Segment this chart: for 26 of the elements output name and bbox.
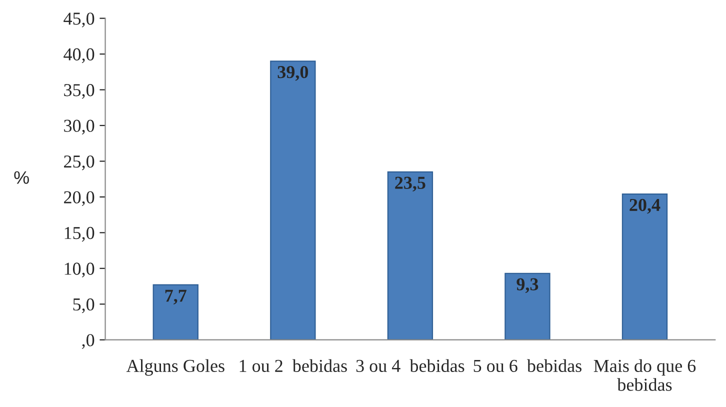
x-tick-label: Mais do que 6 bebidas xyxy=(594,359,696,391)
y-tick-label: ,0 xyxy=(82,334,94,349)
x-tick-label: 5 ou 6 bebidas xyxy=(474,359,582,372)
data-label: 20,4 xyxy=(630,198,660,214)
y-tick-label: 15,0 xyxy=(64,226,94,242)
bar xyxy=(270,60,316,340)
y-tick-label: 30,0 xyxy=(64,120,94,135)
x-tick-label: 3 ou 4 bebidas xyxy=(356,359,464,372)
y-tick-label: 35,0 xyxy=(64,84,94,99)
data-label: 39,0 xyxy=(278,66,308,81)
y-tick-label: 10,0 xyxy=(64,262,94,278)
bar xyxy=(387,171,434,340)
data-label: 9,3 xyxy=(516,278,538,294)
bar xyxy=(504,272,550,340)
y-tick-label: 20,0 xyxy=(64,191,94,206)
y-tick-label: 5,0 xyxy=(73,298,94,314)
bar xyxy=(152,284,198,340)
data-label: 7,7 xyxy=(165,290,186,304)
data-label: 23,5 xyxy=(395,176,426,192)
y-axis-title: % xyxy=(14,171,29,184)
x-tick-label: 1 ou 2 bebidas xyxy=(240,359,347,372)
y-tick-label: 25,0 xyxy=(64,155,94,170)
y-tick-label: 40,0 xyxy=(64,48,94,64)
y-tick-label: 45,0 xyxy=(64,12,94,28)
x-tick-label: Alguns Goles xyxy=(126,359,224,376)
bar xyxy=(622,194,668,340)
